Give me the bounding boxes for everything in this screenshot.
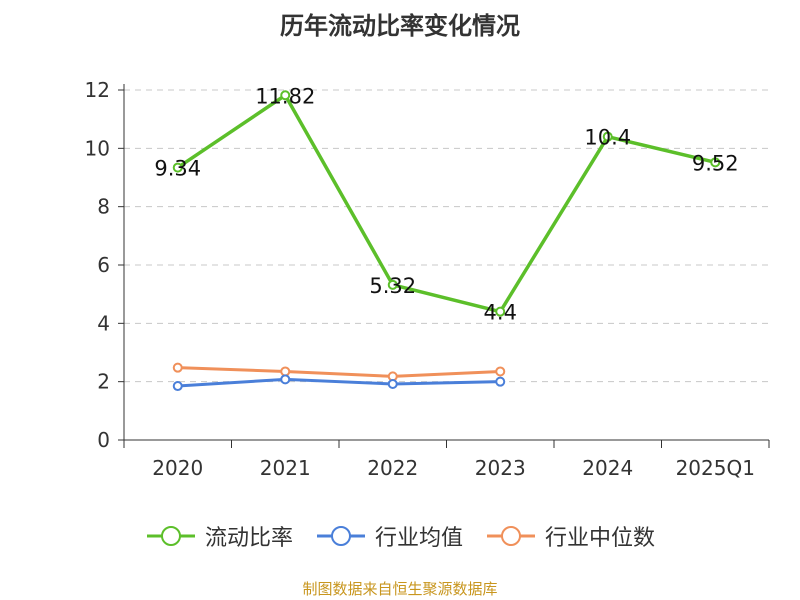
y-tick-label: 12 bbox=[85, 78, 110, 102]
data-point bbox=[172, 362, 183, 373]
data-point bbox=[387, 379, 398, 389]
data-label: 11.82 bbox=[255, 84, 315, 108]
data-label: 10.4 bbox=[584, 126, 631, 150]
data-label: 9.34 bbox=[154, 157, 201, 181]
legend-item: 行业均值 bbox=[315, 520, 463, 552]
y-tick-label: 6 bbox=[97, 253, 110, 277]
data-point bbox=[172, 381, 183, 392]
data-point bbox=[495, 366, 506, 377]
legend-swatch-icon bbox=[316, 526, 365, 546]
y-tick-label: 10 bbox=[85, 136, 110, 160]
x-tick-label: 2020 bbox=[152, 456, 203, 480]
x-tick-label: 2024 bbox=[582, 456, 633, 480]
data-point bbox=[280, 90, 291, 101]
legend-label: 行业均值 bbox=[374, 526, 463, 551]
legend-item: 流动比率 bbox=[145, 520, 293, 552]
data-source-note: 制图数据来自恒生聚源数据库 bbox=[302, 580, 498, 598]
legend-swatch-icon bbox=[487, 526, 535, 546]
data-point bbox=[495, 306, 506, 317]
data-label: 9.52 bbox=[692, 151, 739, 175]
series-line bbox=[176, 93, 716, 314]
data-point bbox=[280, 374, 291, 385]
y-tick-label: 2 bbox=[97, 370, 110, 394]
data-point bbox=[710, 157, 721, 168]
legend: 流动比率 行业均值 行业中位数 bbox=[0, 520, 800, 552]
y-tick-label: 8 bbox=[97, 195, 110, 219]
legend-swatch-icon bbox=[146, 526, 195, 546]
x-tick-label: 2021 bbox=[260, 456, 311, 480]
y-tick-label: 4 bbox=[97, 311, 110, 335]
legend-item: 行业中位数 bbox=[485, 520, 655, 552]
legend-label: 行业中位数 bbox=[545, 526, 656, 551]
data-point bbox=[387, 279, 398, 290]
y-tick-label: 0 bbox=[97, 428, 110, 452]
data-label: 4.4 bbox=[484, 301, 517, 325]
x-tick-label: 2022 bbox=[367, 456, 418, 480]
data-label: 5.32 bbox=[369, 274, 416, 298]
series-line bbox=[177, 377, 501, 388]
data-point bbox=[280, 366, 291, 377]
series-line bbox=[177, 366, 501, 378]
data-point bbox=[602, 131, 613, 142]
data-point bbox=[495, 376, 506, 387]
legend-label: 流动比率 bbox=[204, 526, 293, 551]
data-point bbox=[172, 162, 183, 173]
x-tick-label: 2025Q1 bbox=[676, 456, 755, 480]
x-tick-label: 2023 bbox=[475, 456, 526, 480]
chart-title: 历年流动比率变化情况 bbox=[280, 12, 520, 40]
